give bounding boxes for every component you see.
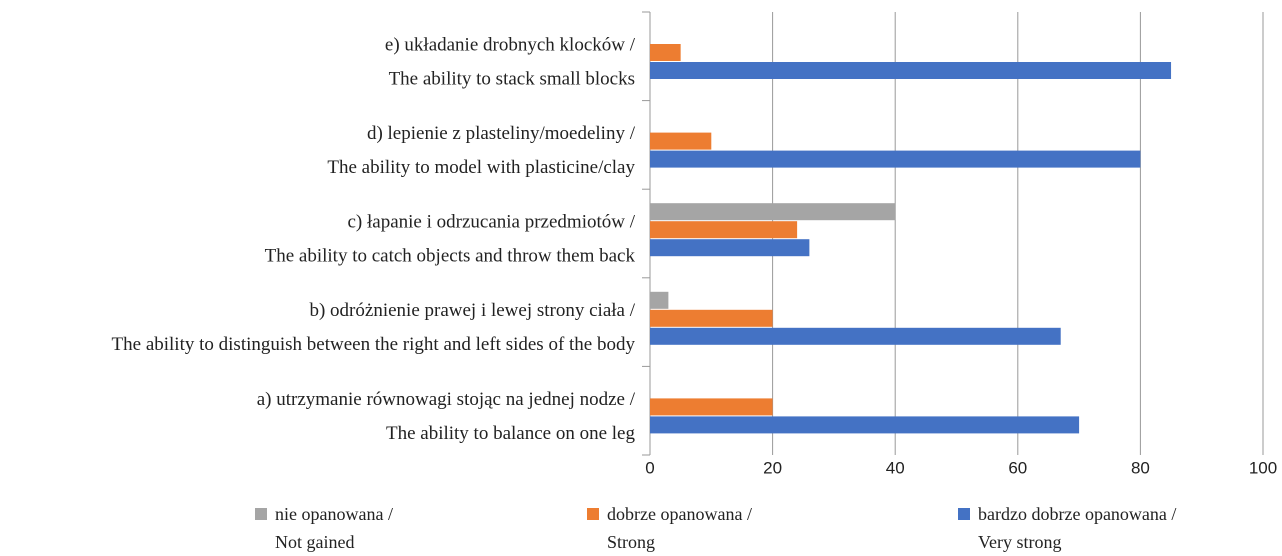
bar xyxy=(650,62,1172,79)
legend-label: Strong xyxy=(607,532,655,552)
category-label: The ability to distinguish between the r… xyxy=(112,334,636,355)
legend-label: nie opanowana / xyxy=(275,504,393,524)
bar xyxy=(650,203,896,221)
bar xyxy=(650,416,1080,434)
bar xyxy=(650,327,1061,345)
legend-swatch xyxy=(958,508,970,520)
x-tick-label: 100 xyxy=(1249,458,1277,477)
bar xyxy=(650,44,681,61)
bar xyxy=(650,291,669,309)
legend-swatch xyxy=(587,508,599,520)
legend-swatch xyxy=(255,508,267,520)
legend-label: Very strong xyxy=(978,532,1062,552)
x-tick-label: 60 xyxy=(1008,458,1027,477)
bar xyxy=(650,150,1141,168)
bar xyxy=(650,132,712,150)
category-label: c) łapanie i odrzucania przedmiotów / xyxy=(347,212,635,233)
x-tick-label: 80 xyxy=(1131,458,1150,477)
category-label: b) odróżnienie prawej i lewej strony cia… xyxy=(309,300,635,321)
bar xyxy=(650,309,773,327)
category-label: The ability to catch objects and throw t… xyxy=(265,246,636,267)
x-tick-label: 40 xyxy=(886,458,905,477)
category-label: e) układanie drobnych klocków / xyxy=(385,34,636,55)
category-label: The ability to model with plasticine/cla… xyxy=(327,157,635,178)
bar xyxy=(650,398,773,416)
category-label: The ability to balance on one leg xyxy=(386,423,636,444)
category-label: The ability to stack small blocks xyxy=(389,68,635,89)
x-tick-label: 0 xyxy=(645,458,654,477)
category-label: a) utrzymanie równowagi stojąc na jednej… xyxy=(257,389,636,410)
bar xyxy=(650,239,810,257)
legend-label: bardzo dobrze opanowana / xyxy=(978,504,1176,524)
legend-label: Not gained xyxy=(275,532,354,552)
category-label: d) lepienie z plasteliny/moedeliny / xyxy=(367,123,636,144)
x-tick-label: 20 xyxy=(763,458,782,477)
legend-label: dobrze opanowana / xyxy=(607,504,752,524)
bar xyxy=(650,221,798,239)
